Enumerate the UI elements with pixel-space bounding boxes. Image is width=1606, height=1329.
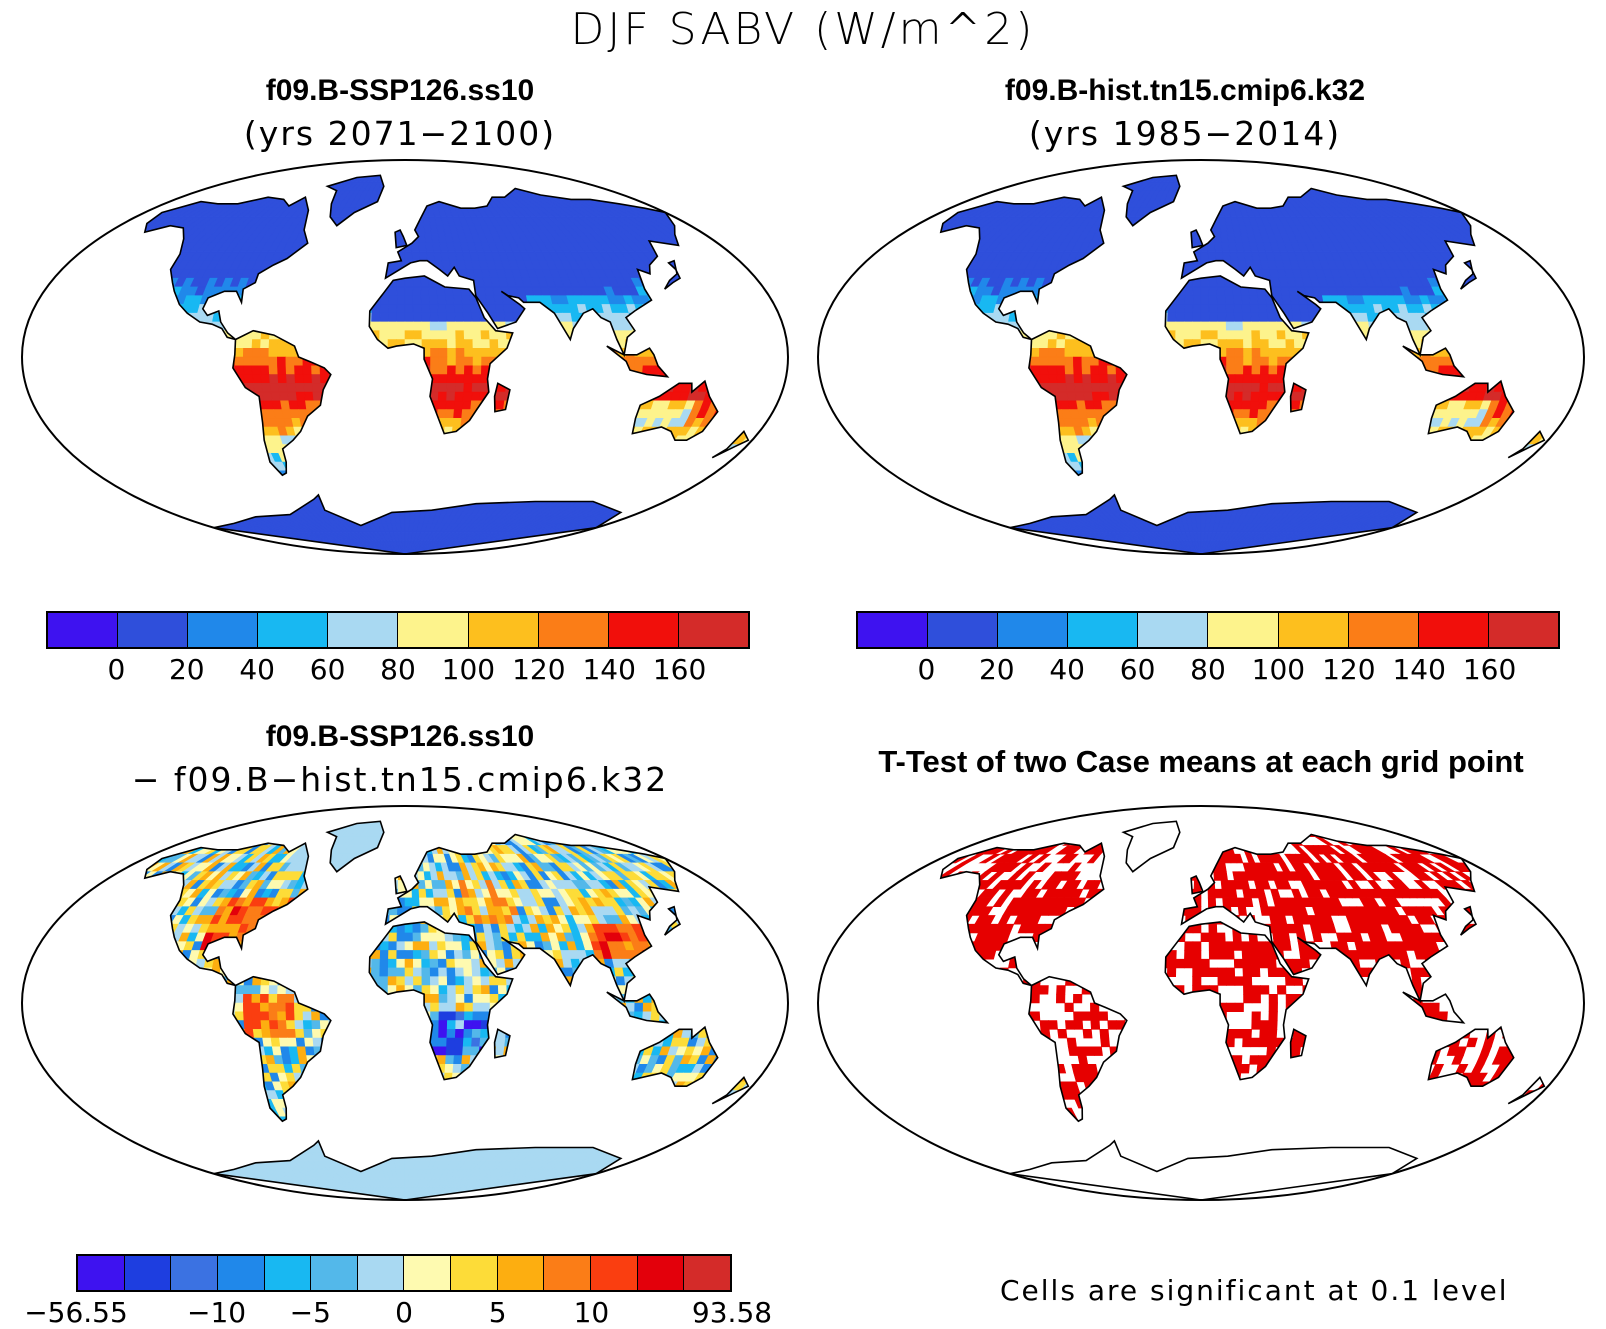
panel-ttest-title: T-Test of two Case means at each grid po…: [878, 744, 1524, 779]
colorbar-swatch: [1348, 613, 1419, 647]
colorbar-ssp: 0 20 40 60 80 100 120 140 160: [46, 611, 750, 686]
colorbar-swatch: [468, 613, 539, 647]
colorbar-swatch: [608, 613, 679, 647]
map-diff: [21, 805, 789, 1201]
colorbar-tick-label: 140: [582, 653, 636, 686]
colorbar-tick-label: −5: [289, 1296, 331, 1329]
colorbar-swatch: [1068, 613, 1139, 647]
colorbar-tick-label: 100: [441, 653, 496, 686]
colorbar-swatch: [258, 613, 329, 647]
colorbar-swatch: [171, 1256, 218, 1290]
colorbar-tick-label: 93.58: [691, 1296, 773, 1329]
colorbar-diff-swatches: [76, 1254, 732, 1292]
panel-hist-subtitle: (yrs 1985−2014): [1028, 114, 1342, 153]
coastlines: [143, 174, 750, 555]
colorbar-tick-label: 140: [1392, 653, 1446, 686]
colorbar-swatch: [1138, 613, 1209, 647]
colorbar-swatch: [1488, 613, 1558, 647]
figure-title: DJF SABV (W/m^2): [570, 4, 1036, 55]
panel-diff-subtitle: − f09.B−hist.tn15.cmip6.k32: [131, 760, 669, 799]
colorbar-swatch: [858, 613, 929, 647]
colorbar-tick-label: 0: [107, 653, 126, 686]
colorbar-tick-label: 0: [917, 653, 936, 686]
colorbar-tick-label: 160: [1462, 653, 1517, 686]
colorbar-tick-label: 120: [1322, 653, 1376, 686]
colorbar-swatch: [684, 1256, 730, 1290]
colorbar-swatch: [311, 1256, 358, 1290]
map-ttest: [817, 805, 1585, 1201]
colorbar-tick-label: 120: [512, 653, 566, 686]
map-border: [817, 159, 1585, 555]
colorbar-tick-label: 100: [1251, 653, 1306, 686]
colorbar-tick-label: 20: [978, 653, 1015, 686]
colorbar-tick-label: 5: [488, 1296, 507, 1329]
panel-diff-title: f09.B-SSP126.ss10: [265, 720, 535, 753]
map-border: [21, 159, 789, 555]
colorbar-swatch: [357, 1256, 405, 1290]
panel-ssp-subtitle: (yrs 2071−2100): [243, 114, 557, 153]
colorbar-swatch: [404, 1256, 452, 1290]
significance-note: Cells are significant at 0.1 level: [1000, 1274, 1509, 1307]
colorbar-tick-label: 10: [573, 1296, 610, 1329]
colorbar-tick-label: 60: [309, 653, 346, 686]
colorbar-swatch: [328, 613, 399, 647]
map-border: [817, 805, 1585, 1201]
colorbar-swatch: [188, 613, 259, 647]
coastlines: [939, 820, 1546, 1201]
colorbar-swatch: [998, 613, 1069, 647]
panel-hist-title: f09.B-hist.tn15.cmip6.k32: [1004, 74, 1366, 107]
colorbar-tick-label: 20: [168, 653, 205, 686]
colorbar-hist-swatches: [856, 611, 1560, 649]
colorbar-swatch: [1278, 613, 1349, 647]
colorbar-swatch: [48, 613, 119, 647]
colorbar-tick-label: 80: [380, 653, 416, 686]
colorbar-swatch: [538, 613, 609, 647]
colorbar-ssp-swatches: [46, 611, 750, 649]
colorbar-swatch: [217, 1256, 265, 1290]
colorbar-swatch: [78, 1256, 125, 1290]
map-hist: [817, 159, 1585, 555]
colorbar-tick-label: 0: [395, 1296, 413, 1329]
map-ssp: [21, 159, 789, 555]
colorbar-tick-label: −10: [187, 1296, 247, 1329]
colorbar-tick-label: −56.55: [24, 1296, 128, 1329]
colorbar-swatch: [398, 613, 469, 647]
coastlines: [939, 174, 1546, 555]
colorbar-swatch: [1418, 613, 1489, 647]
map-border: [21, 805, 789, 1201]
colorbar-tick-label: 40: [239, 653, 276, 686]
colorbar-swatch: [118, 613, 189, 647]
colorbar-tick-label: 160: [652, 653, 707, 686]
colorbar-swatch: [1208, 613, 1279, 647]
colorbar-tick-label: 60: [1119, 653, 1156, 686]
colorbar-swatch: [637, 1256, 685, 1290]
colorbar-diff: −56.55 −10 −5 0 5 10 93.58: [24, 1254, 772, 1329]
colorbar-swatch: [124, 1256, 172, 1290]
colorbar-swatch: [497, 1256, 545, 1290]
coastlines: [143, 820, 750, 1201]
colorbar-tick-label: 80: [1190, 653, 1226, 686]
colorbar-swatch: [678, 613, 748, 647]
colorbar-swatch: [544, 1256, 592, 1290]
panel-ssp-title: f09.B-SSP126.ss10: [265, 74, 535, 107]
colorbar-hist: 0 20 40 60 80 100 120 140 160: [856, 611, 1560, 686]
colorbar-swatch: [451, 1256, 498, 1290]
colorbar-swatch: [264, 1256, 312, 1290]
colorbar-swatch: [591, 1256, 638, 1290]
colorbar-swatch: [928, 613, 999, 647]
colorbar-tick-label: 40: [1049, 653, 1086, 686]
